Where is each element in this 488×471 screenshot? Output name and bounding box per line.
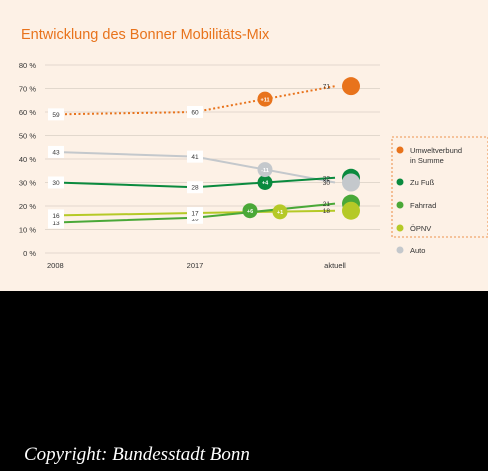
data-label-box (48, 209, 64, 222)
y-tick-label: 70 % (19, 85, 36, 94)
change-badge-pnv (272, 204, 288, 220)
sigma-icon (342, 77, 360, 96)
data-label-box (48, 176, 64, 189)
y-tick-label: 60 % (19, 108, 36, 117)
data-label: 59 (52, 112, 60, 119)
legend-label: Umweltverbund (410, 146, 462, 155)
data-label: 16 (52, 213, 60, 220)
y-tick-label: 20 % (19, 202, 36, 211)
chart: Entwicklung des Bonner Mobilitäts-Mix 0 … (19, 27, 488, 270)
data-label-box (187, 207, 203, 220)
y-tick-label: 40 % (19, 155, 36, 164)
change-badge-zu-fu (257, 175, 273, 190)
legend-label: Zu Fuß (410, 178, 435, 187)
data-label-box (187, 106, 203, 118)
legend-marker (396, 224, 404, 232)
data-label: 13 (52, 220, 60, 227)
y-tick-label: 0 % (23, 249, 36, 258)
data-label: 17 (191, 211, 199, 218)
x-tick-label: aktuell (324, 261, 346, 270)
legend-label: ÖPNV (410, 224, 431, 233)
y-tick-label: 10 % (19, 226, 36, 235)
data-label: 43 (52, 149, 60, 156)
change-badge-label: +1 (277, 210, 283, 216)
bus-stop-icon (342, 201, 360, 220)
change-badge-label: +6 (247, 209, 253, 215)
legend-box (391, 136, 488, 238)
chart-title: Entwicklung des Bonner Mobilitäts-Mix (21, 27, 270, 43)
legend-label: Fahrrad (410, 201, 436, 210)
data-label-box (187, 150, 203, 163)
change-badge-label: +11 (260, 97, 269, 103)
data-label: 18 (323, 208, 331, 215)
y-tick-label: 30 % (19, 179, 36, 188)
data-label: 41 (191, 154, 199, 161)
legend-marker (396, 178, 404, 186)
change-badge-fahrrad (242, 203, 258, 219)
legend-label: in Summe (410, 156, 444, 165)
legend-label: Auto (410, 246, 425, 255)
car-icon (342, 173, 360, 192)
x-tick-label: 2017 (187, 261, 204, 270)
data-label: 32 (323, 175, 331, 182)
y-tick-label: 50 % (19, 132, 36, 141)
legend-marker (396, 201, 404, 209)
data-label-box (48, 145, 64, 158)
change-badge-label: +4 (262, 181, 269, 187)
x-tick-label: 2008 (47, 261, 64, 270)
data-label-box (48, 108, 64, 121)
data-label-box (187, 181, 203, 194)
data-label: 60 (191, 110, 199, 117)
data-label: 30 (52, 180, 60, 187)
chart-panel: Entwicklung des Bonner Mobilitäts-Mix 0 … (0, 0, 488, 291)
change-badge-label: -11 (261, 168, 269, 174)
copyright-text: Copyright: Bundesstadt Bonn (24, 444, 250, 465)
legend-marker (396, 146, 404, 154)
series-line-umweltverbund-in-summe (55, 85, 336, 116)
legend-marker (396, 246, 404, 254)
y-tick-label: 80 % (19, 61, 36, 70)
data-label: 28 (191, 185, 199, 192)
change-badge-auto (257, 162, 273, 178)
data-label: 21 (323, 201, 331, 208)
data-label: 30 (323, 180, 331, 187)
change-badge-umweltverbund-in-summe (257, 91, 273, 107)
data-label: 71 (323, 84, 331, 91)
